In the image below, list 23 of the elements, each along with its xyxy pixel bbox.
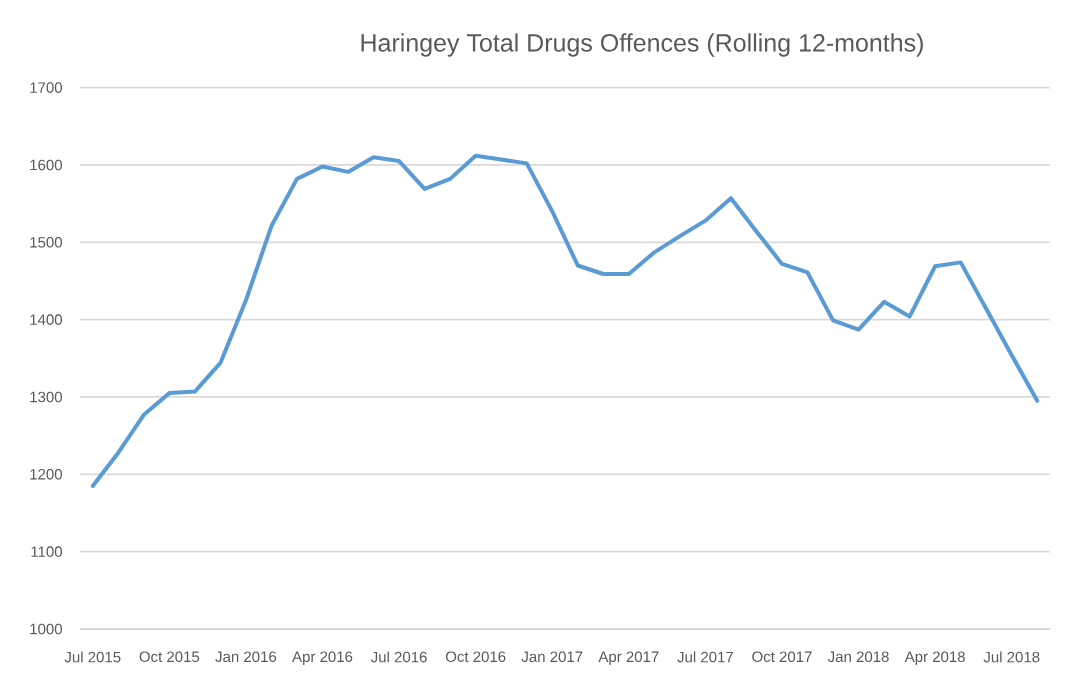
x-tick-label: Jul 2015 [64,651,121,663]
x-tick-label: Oct 2017 [752,651,812,663]
x-tick-label: Oct 2016 [445,651,506,663]
x-tick-label: Jan 2018 [827,651,889,663]
y-tick-label: 1400 [30,314,63,325]
y-tick-label: 1300 [30,391,63,403]
x-tick-label: Apr 2018 [904,651,965,665]
y-tick-label: 1600 [30,159,63,171]
x-tick-label: Jul 2018 [983,651,1040,663]
x-tick-label: Jul 2016 [370,651,427,663]
x-tick-label: Jul 2017 [677,651,733,663]
x-tick-label: Jan 2016 [215,651,277,663]
line-series [90,153,1040,488]
x-tick-label: Oct 2015 [139,651,200,663]
y-tick-label: 1200 [30,469,63,480]
chart-title: Haringey Total Drugs Offences (Rolling 12-months) [361,33,923,57]
y-tick-label: 1100 [31,546,63,557]
x-tick-label: Apr 2017 [598,651,659,665]
y-tick-label: 1700 [30,82,63,93]
y-tick-label: 1000 [30,623,63,635]
y-tick-label: 1500 [30,236,63,248]
x-tick-label: Jan 2017 [521,651,583,663]
x-tick-label: Apr 2016 [292,651,353,665]
